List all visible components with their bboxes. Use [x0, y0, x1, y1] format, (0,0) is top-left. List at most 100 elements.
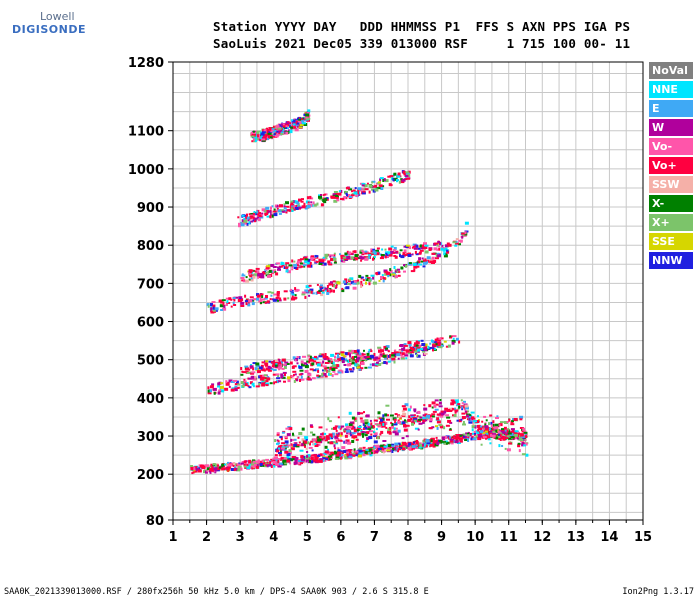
data-point — [195, 468, 198, 471]
data-point — [301, 442, 304, 446]
data-point — [428, 404, 432, 408]
data-point — [337, 449, 341, 452]
data-point — [255, 362, 260, 366]
data-point — [274, 271, 277, 274]
data-point — [400, 178, 403, 181]
data-point — [370, 274, 375, 277]
data-point — [445, 345, 449, 348]
data-point — [359, 452, 363, 455]
data-point — [295, 267, 299, 270]
data-point — [394, 349, 397, 352]
data-point — [315, 455, 320, 458]
data-point — [258, 300, 263, 303]
data-point — [297, 120, 301, 123]
data-point — [278, 361, 282, 365]
data-point — [305, 285, 310, 289]
data-point — [341, 360, 345, 364]
data-point — [425, 440, 430, 443]
data-point — [231, 387, 236, 390]
data-point — [415, 244, 419, 248]
data-point — [431, 406, 434, 409]
x-tick-label: 4 — [269, 530, 278, 545]
data-point — [284, 361, 289, 364]
data-point — [421, 349, 425, 353]
data-point — [237, 383, 241, 386]
data-point — [274, 454, 278, 457]
data-point — [277, 445, 281, 448]
data-point — [250, 213, 254, 215]
data-point — [215, 469, 220, 472]
data-point — [403, 270, 406, 273]
data-point — [233, 379, 238, 382]
data-point — [468, 432, 473, 435]
data-point — [483, 415, 487, 418]
data-point — [209, 470, 212, 474]
data-point — [278, 453, 282, 457]
data-point — [436, 254, 441, 258]
data-point — [290, 375, 293, 378]
data-point — [472, 432, 474, 435]
data-point — [323, 368, 326, 372]
data-point — [424, 413, 428, 417]
data-point — [360, 356, 363, 360]
data-point — [270, 264, 275, 267]
data-point — [432, 344, 437, 348]
data-point — [382, 277, 386, 281]
data-point — [285, 131, 289, 135]
data-point — [354, 435, 358, 439]
data-point — [362, 446, 366, 449]
data-point — [461, 232, 466, 235]
data-point — [291, 297, 295, 301]
data-point — [382, 414, 385, 418]
data-point — [393, 172, 397, 176]
data-point — [263, 374, 267, 377]
data-point — [424, 343, 428, 347]
data-point — [299, 369, 304, 372]
data-point — [424, 258, 427, 261]
data-point — [419, 416, 423, 419]
data-point — [484, 434, 488, 437]
data-point — [348, 188, 353, 191]
data-point — [432, 410, 437, 413]
data-point — [261, 361, 265, 364]
data-point — [275, 464, 278, 466]
data-point — [301, 291, 306, 294]
data-point — [274, 364, 278, 367]
data-point — [341, 454, 344, 456]
data-point — [272, 461, 277, 464]
x-tick-label: 1 — [168, 530, 177, 545]
data-point — [333, 284, 336, 288]
data-point — [260, 275, 265, 279]
x-tick-label: 8 — [403, 530, 412, 545]
data-point — [252, 132, 257, 134]
data-point — [267, 464, 272, 467]
header-values: SaoLuis 2021 Dec05 339 013000 RSF 1 715 … — [213, 36, 631, 51]
data-point — [354, 419, 357, 422]
data-point — [265, 364, 268, 367]
data-point — [332, 193, 336, 196]
data-point — [373, 255, 376, 258]
data-point — [383, 269, 388, 273]
data-point — [377, 425, 381, 428]
data-point — [212, 463, 216, 465]
data-point — [248, 299, 253, 303]
data-point — [292, 123, 296, 126]
data-point — [321, 372, 324, 376]
data-point — [280, 457, 284, 460]
data-point — [404, 420, 408, 424]
data-point — [276, 380, 279, 384]
data-point — [324, 256, 328, 260]
data-point — [300, 265, 304, 268]
data-point — [311, 362, 315, 366]
data-point — [287, 270, 291, 274]
data-point — [360, 419, 365, 423]
data-point — [399, 445, 403, 447]
data-point — [521, 442, 525, 445]
data-point — [302, 122, 306, 125]
data-point — [191, 472, 194, 475]
data-point — [407, 351, 412, 355]
data-point — [277, 299, 279, 302]
data-point — [441, 436, 445, 439]
data-point — [276, 377, 281, 380]
data-point — [272, 362, 276, 366]
